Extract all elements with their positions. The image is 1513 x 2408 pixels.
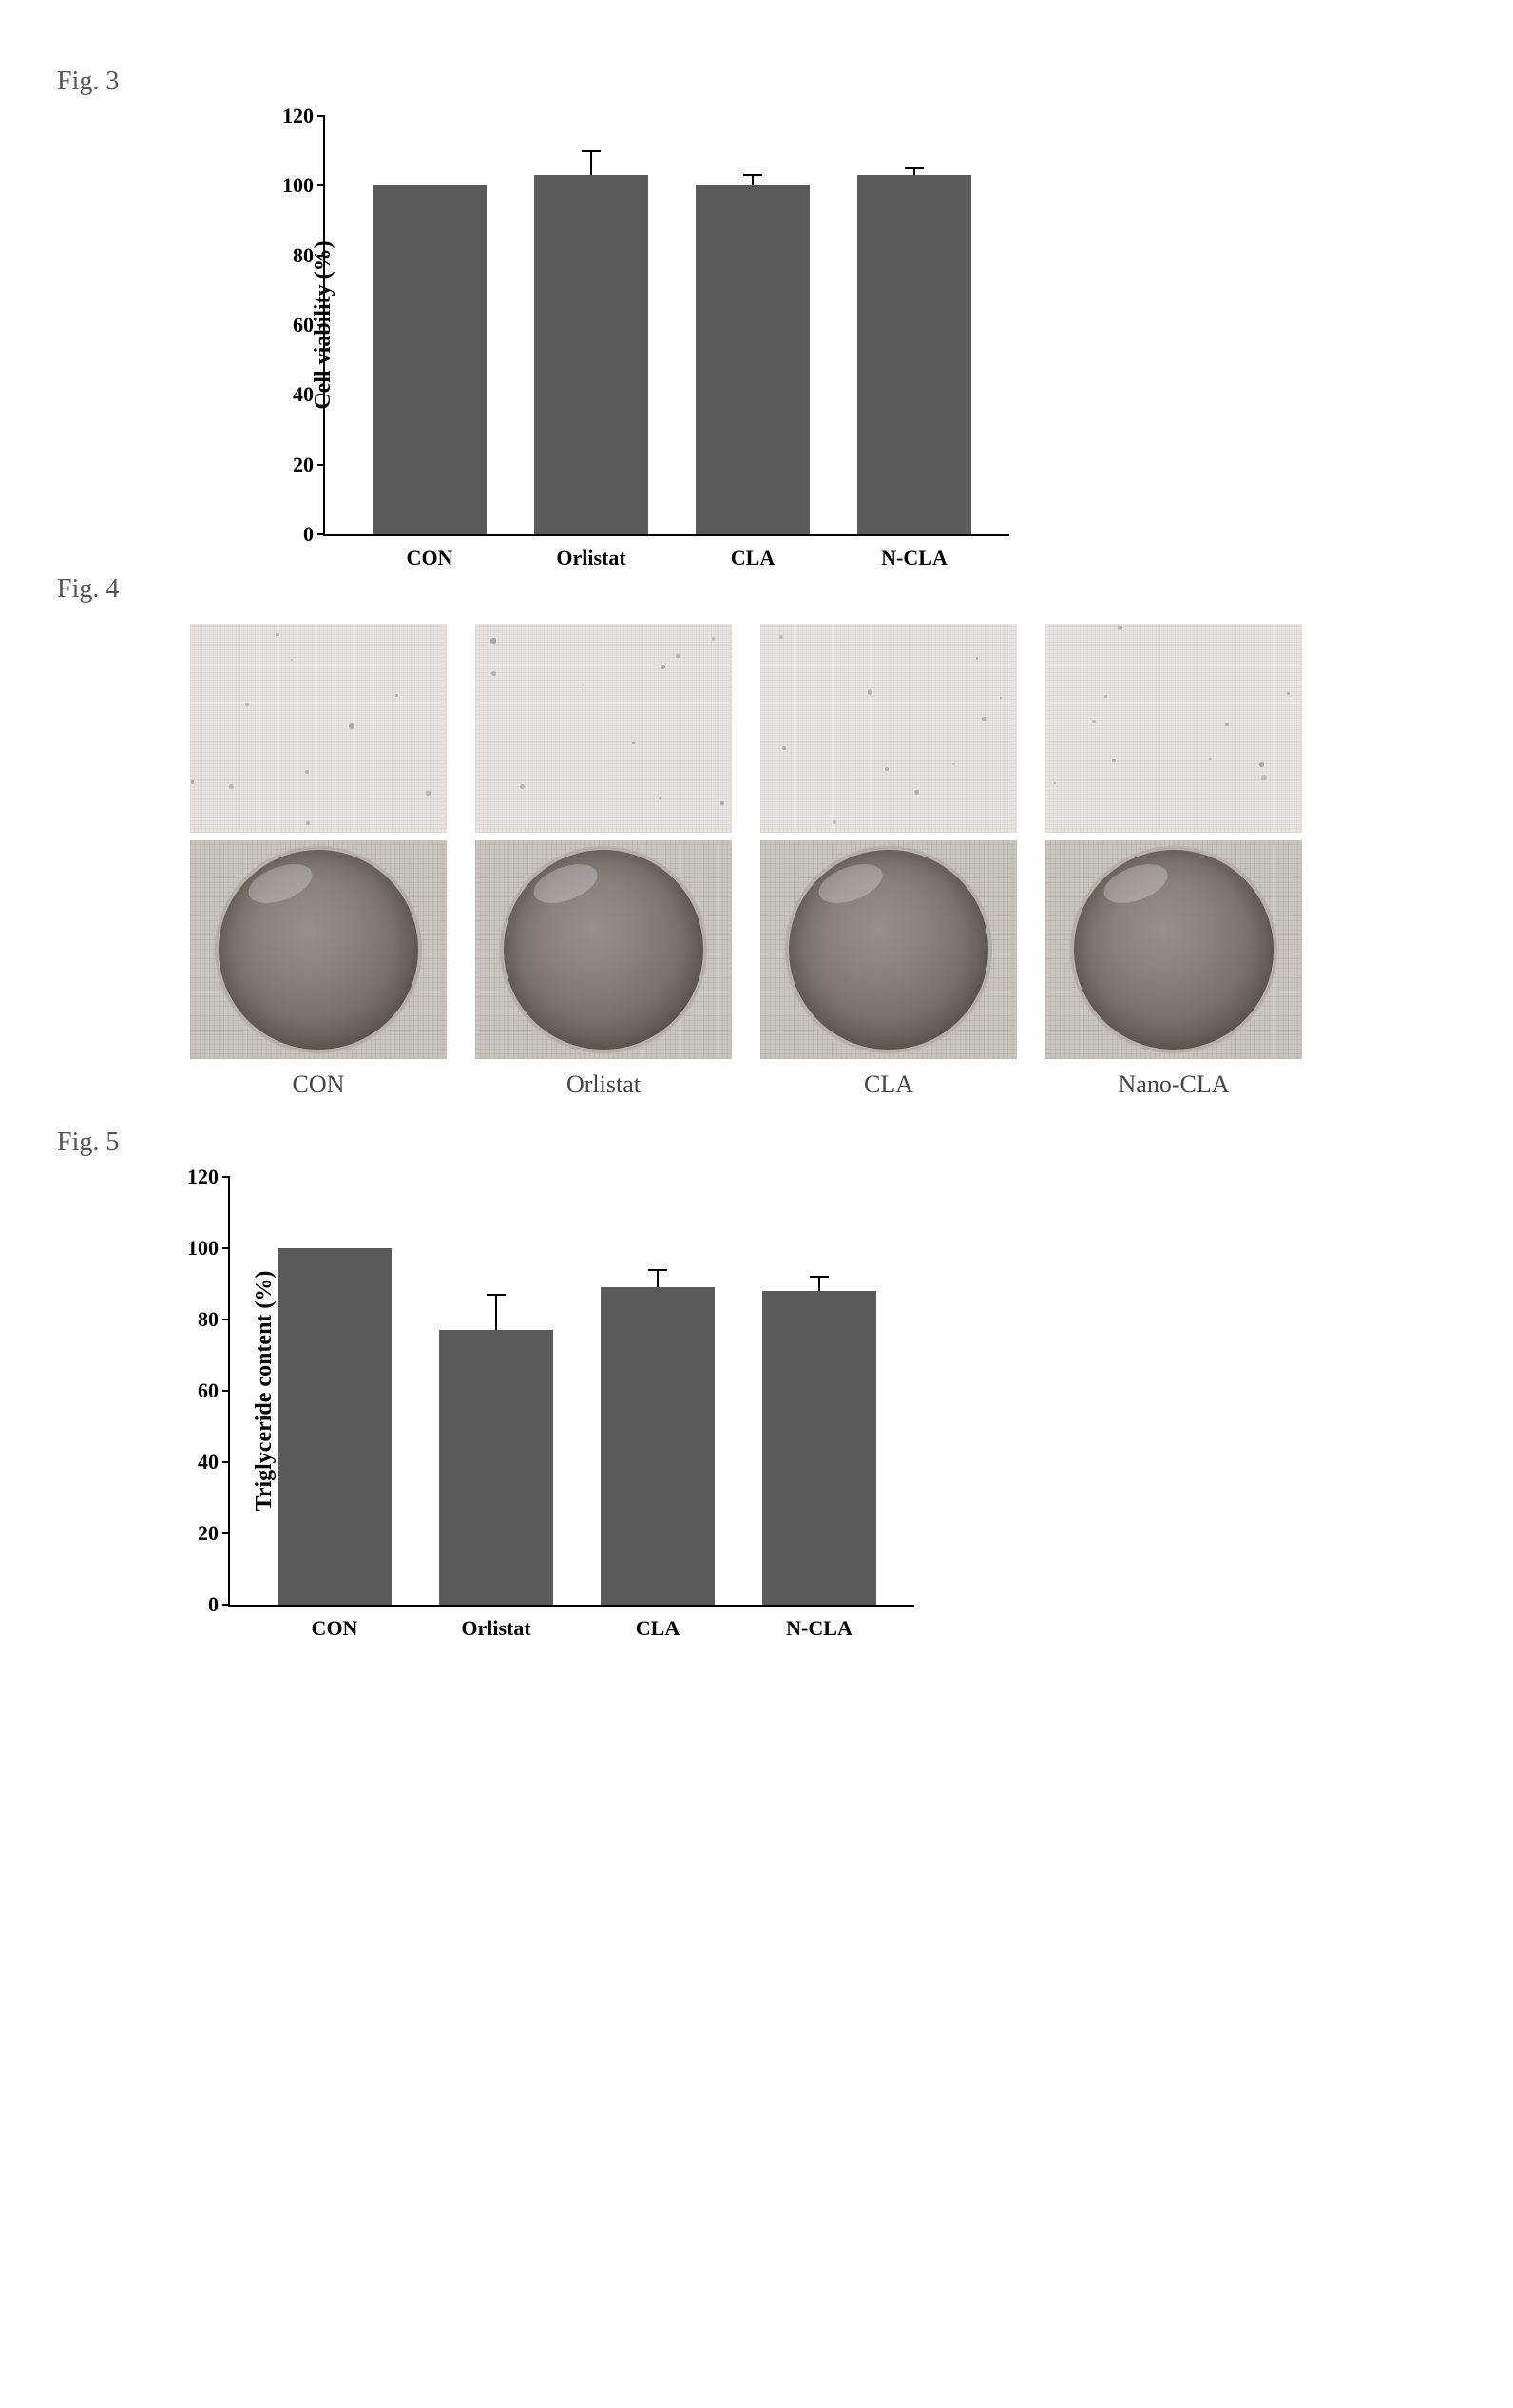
- ytick-mark: [222, 1319, 230, 1320]
- well-circle: [500, 846, 707, 1053]
- fig4-panel-label: CON: [293, 1070, 345, 1099]
- well-circle: [1070, 846, 1277, 1053]
- ytick-label: 60: [293, 313, 314, 337]
- ytick-mark: [222, 1461, 230, 1463]
- fig4-panel-label: Orlistat: [566, 1070, 641, 1099]
- xtick-label: CLA: [636, 1616, 680, 1641]
- error-cap: [905, 167, 924, 169]
- error-cap: [810, 1276, 829, 1278]
- error-bar: [495, 1295, 497, 1331]
- ytick-mark: [317, 533, 325, 535]
- ytick-mark: [317, 324, 325, 326]
- micrograph-image: [760, 624, 1017, 833]
- error-cap: [487, 1294, 506, 1296]
- bar: [696, 185, 810, 534]
- ytick-mark: [317, 394, 325, 395]
- error-cap: [648, 1269, 667, 1271]
- micrograph-image: [475, 624, 732, 833]
- fig3-chart: Cell viability (%) 020406080100120CONOrl…: [323, 116, 1456, 536]
- fig5-ylabel: Triglyceride content (%): [252, 1271, 278, 1512]
- well-plate-image: [190, 840, 447, 1059]
- well-plate-image: [1045, 840, 1302, 1059]
- well-circle: [785, 846, 992, 1053]
- ytick-mark: [222, 1176, 230, 1178]
- error-cap: [743, 174, 762, 176]
- ytick-label: 80: [293, 243, 314, 268]
- well-plate-image: [760, 840, 1017, 1059]
- xtick-label: N-CLA: [881, 546, 948, 570]
- ytick-label: 120: [187, 1165, 219, 1189]
- fig5-chart: Triglyceride content (%) 020406080100120…: [228, 1177, 1456, 1607]
- bar: [278, 1248, 392, 1605]
- ytick-label: 40: [198, 1450, 219, 1474]
- bar: [762, 1291, 876, 1605]
- ytick-label: 100: [187, 1236, 219, 1261]
- fig3-label: Fig. 3: [57, 67, 1456, 97]
- ytick-label: 60: [198, 1378, 219, 1403]
- well-circle: [215, 846, 422, 1053]
- ytick-label: 80: [198, 1307, 219, 1332]
- xtick-label: N-CLA: [786, 1616, 852, 1641]
- micrograph-image: [190, 624, 447, 833]
- ytick-mark: [317, 255, 325, 257]
- bar: [534, 175, 648, 534]
- fig4-label: Fig. 4: [57, 574, 1456, 605]
- ytick-mark: [222, 1532, 230, 1534]
- error-bar: [913, 168, 915, 175]
- xtick-label: CON: [312, 1616, 358, 1641]
- error-bar: [818, 1277, 820, 1291]
- bar: [373, 185, 487, 534]
- error-bar: [590, 151, 592, 176]
- xtick-label: Orlistat: [461, 1616, 530, 1641]
- fig3-chart-container: Cell viability (%) 020406080100120CONOrl…: [323, 116, 1456, 536]
- fig4-panels: CON Orlistat CLA Nano-CLA: [190, 624, 1456, 1099]
- xtick-label: CLA: [731, 546, 775, 570]
- ytick-label: 0: [303, 522, 314, 547]
- ytick-label: 40: [293, 382, 314, 407]
- ytick-mark: [317, 115, 325, 117]
- fig4-column: CON: [190, 624, 447, 1099]
- ytick-mark: [222, 1390, 230, 1392]
- well-plate-image: [475, 840, 732, 1059]
- ytick-label: 20: [293, 453, 314, 477]
- ytick-label: 100: [282, 173, 314, 198]
- error-bar: [752, 175, 754, 185]
- ytick-label: 0: [208, 1592, 219, 1617]
- fig4-panel-label: Nano-CLA: [1119, 1070, 1230, 1099]
- ytick-mark: [222, 1247, 230, 1249]
- ytick-label: 120: [282, 104, 314, 128]
- bar: [601, 1287, 715, 1605]
- fig3-plot-area: Cell viability (%) 020406080100120CONOrl…: [323, 116, 1009, 536]
- fig5-label: Fig. 5: [57, 1127, 1456, 1158]
- xtick-label: Orlistat: [556, 546, 625, 570]
- xtick-label: CON: [407, 546, 453, 570]
- fig4-column: Orlistat: [475, 624, 732, 1099]
- fig5-plot-area: Triglyceride content (%) 020406080100120…: [228, 1177, 914, 1607]
- bar: [857, 175, 971, 534]
- fig5-chart-container: Triglyceride content (%) 020406080100120…: [228, 1177, 1456, 1607]
- ytick-mark: [317, 464, 325, 466]
- micrograph-image: [1045, 624, 1302, 833]
- ytick-label: 20: [198, 1521, 219, 1546]
- ytick-mark: [317, 184, 325, 186]
- bar: [439, 1330, 553, 1605]
- fig4-column: CLA: [760, 624, 1017, 1099]
- ytick-mark: [222, 1604, 230, 1606]
- fig4-column: Nano-CLA: [1045, 624, 1302, 1099]
- error-cap: [582, 150, 601, 152]
- error-bar: [657, 1270, 659, 1288]
- fig4-panel-label: CLA: [864, 1070, 913, 1099]
